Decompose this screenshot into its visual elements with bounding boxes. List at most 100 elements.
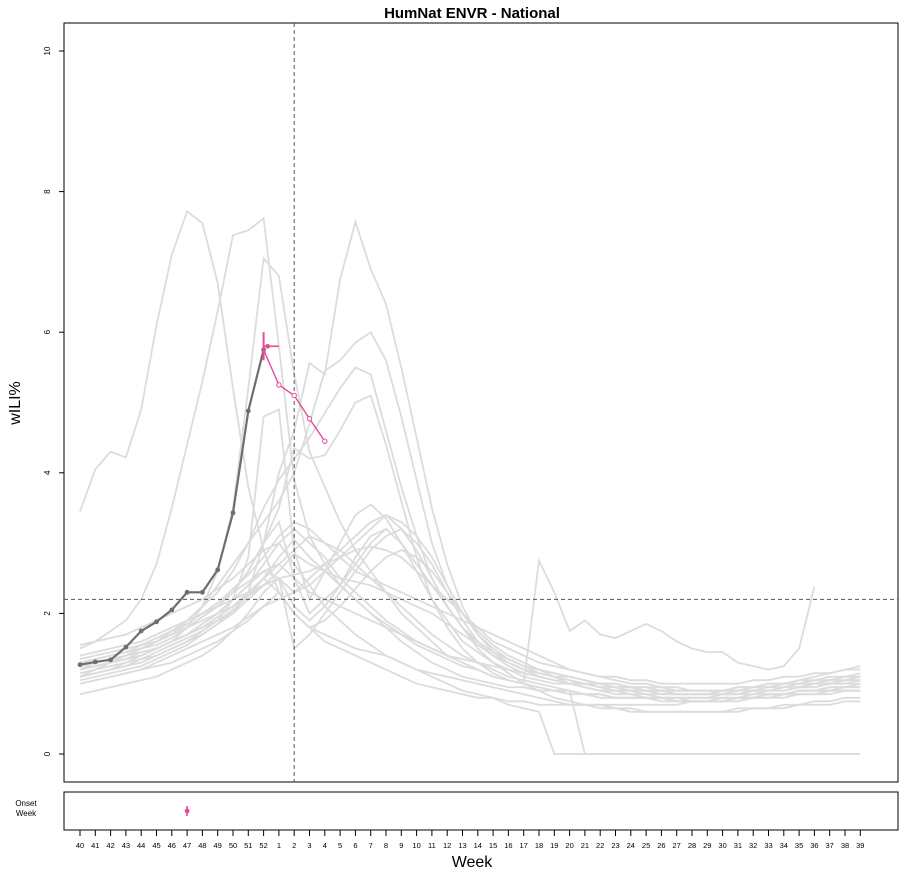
x-tick-label: 21 (581, 841, 589, 850)
chart-title: HumNat ENVR - National (384, 5, 560, 22)
forecast-point (276, 382, 282, 388)
main-plot-frame (63, 22, 899, 783)
observed-point (184, 589, 190, 595)
observed-point (108, 657, 113, 663)
observed-point (123, 644, 129, 650)
x-tick-label: 6 (353, 841, 357, 850)
onset-point (184, 808, 190, 814)
x-tick-label: 52 (259, 841, 267, 850)
y-tick-label: 4 (43, 470, 52, 475)
x-tick-label: 43 (122, 841, 130, 850)
x-tick-label: 11 (428, 841, 436, 850)
x-tick-label: 33 (764, 841, 772, 850)
x-tick-label: 17 (520, 841, 528, 850)
forecast-point (291, 392, 297, 399)
y-tick-label: 0 (43, 751, 52, 756)
observed-point (154, 619, 159, 625)
forecast-point (322, 438, 328, 444)
x-tick-label: 48 (198, 841, 206, 850)
x-tick-label: 4 (323, 841, 327, 850)
x-tick-label: 47 (183, 841, 191, 850)
y-tick-label: 2 (43, 611, 52, 616)
peak-forecast-point (265, 343, 270, 349)
x-tick-label: 29 (703, 841, 711, 850)
x-tick-label: 2 (292, 841, 296, 850)
forecast-point (306, 415, 313, 422)
observed-point (215, 567, 221, 573)
x-tick-label: 16 (504, 841, 512, 850)
onset-panel-frame (63, 791, 899, 831)
x-tick-label: 38 (841, 841, 849, 850)
x-tick-label: 20 (565, 841, 573, 850)
reference-lines (64, 23, 898, 782)
x-tick-label: 22 (596, 841, 604, 850)
x-tick-label: 3 (307, 841, 311, 850)
history-series-line (79, 541, 861, 713)
x-axis-title: Week (452, 854, 494, 871)
x-tick-label: 19 (550, 841, 558, 850)
x-tick-label: 35 (795, 841, 803, 850)
x-tick-label: 40 (76, 841, 84, 850)
x-tick-label: 15 (489, 841, 497, 850)
x-tick-label: 14 (474, 841, 482, 850)
x-tick-label: 37 (826, 841, 834, 850)
history-series-line (79, 563, 861, 692)
x-tick-label: 49 (214, 841, 222, 850)
x-tick-label: 27 (673, 841, 681, 850)
onset-label-line: Onset (15, 799, 37, 808)
observed-point (230, 510, 236, 516)
history-series-line (79, 394, 861, 703)
observed-point (138, 628, 144, 634)
x-tick-label: 44 (137, 841, 145, 850)
y-axis-ticks: 0 2 4 6 8 10 (43, 46, 64, 756)
history-series-group (79, 209, 861, 755)
x-tick-label: 42 (106, 841, 114, 850)
x-tick-label: 28 (688, 841, 696, 850)
x-tick-label: 36 (810, 841, 818, 850)
y-tick-label: 6 (43, 329, 52, 334)
x-tick-label: 31 (734, 841, 742, 850)
observed-point (77, 662, 83, 668)
x-tick-label: 23 (611, 841, 619, 850)
history-series-line (79, 218, 861, 699)
x-tick-label: 24 (627, 841, 635, 850)
forecast-series-group (262, 332, 328, 444)
x-tick-label: 1 (277, 841, 281, 850)
x-tick-label: 9 (399, 841, 403, 850)
x-tick-label: 41 (91, 841, 99, 850)
onset-panel: Onset Week (15, 799, 190, 818)
y-axis-title: wILI% (7, 381, 24, 426)
x-axis-ticks: 40 41 42 43 44 45 46 47 48 49 50 51 52 1 2 3 4 5 6 7 8 9 10 11 1… (76, 830, 864, 850)
x-tick-label: 18 (535, 841, 543, 850)
history-series-line (79, 366, 861, 696)
x-tick-label: 25 (642, 841, 650, 850)
x-tick-label: 5 (338, 841, 342, 850)
x-tick-label: 32 (749, 841, 757, 850)
history-series-line (79, 527, 861, 696)
history-series-line (79, 527, 861, 703)
observed-point (200, 589, 205, 595)
y-tick-label: 10 (43, 46, 52, 55)
history-series-line (79, 216, 861, 699)
x-tick-label: 10 (412, 841, 420, 850)
onset-label-line: Week (16, 809, 37, 818)
x-tick-label: 34 (780, 841, 788, 850)
x-tick-label: 30 (718, 841, 726, 850)
x-tick-label: 39 (856, 841, 864, 850)
x-tick-label: 26 (657, 841, 665, 850)
observed-point (169, 607, 175, 613)
x-tick-label: 13 (458, 841, 466, 850)
history-series-line (79, 527, 816, 685)
history-series-line (79, 535, 861, 755)
x-tick-label: 45 (152, 841, 160, 850)
x-tick-label: 7 (369, 841, 373, 850)
x-tick-label: 50 (229, 841, 237, 850)
onset-label: Onset Week (15, 799, 37, 818)
x-tick-label: 46 (168, 841, 176, 850)
x-tick-label: 8 (384, 841, 388, 850)
history-series-line (79, 545, 861, 685)
y-tick-label: 8 (43, 189, 52, 194)
observed-point (92, 659, 98, 665)
